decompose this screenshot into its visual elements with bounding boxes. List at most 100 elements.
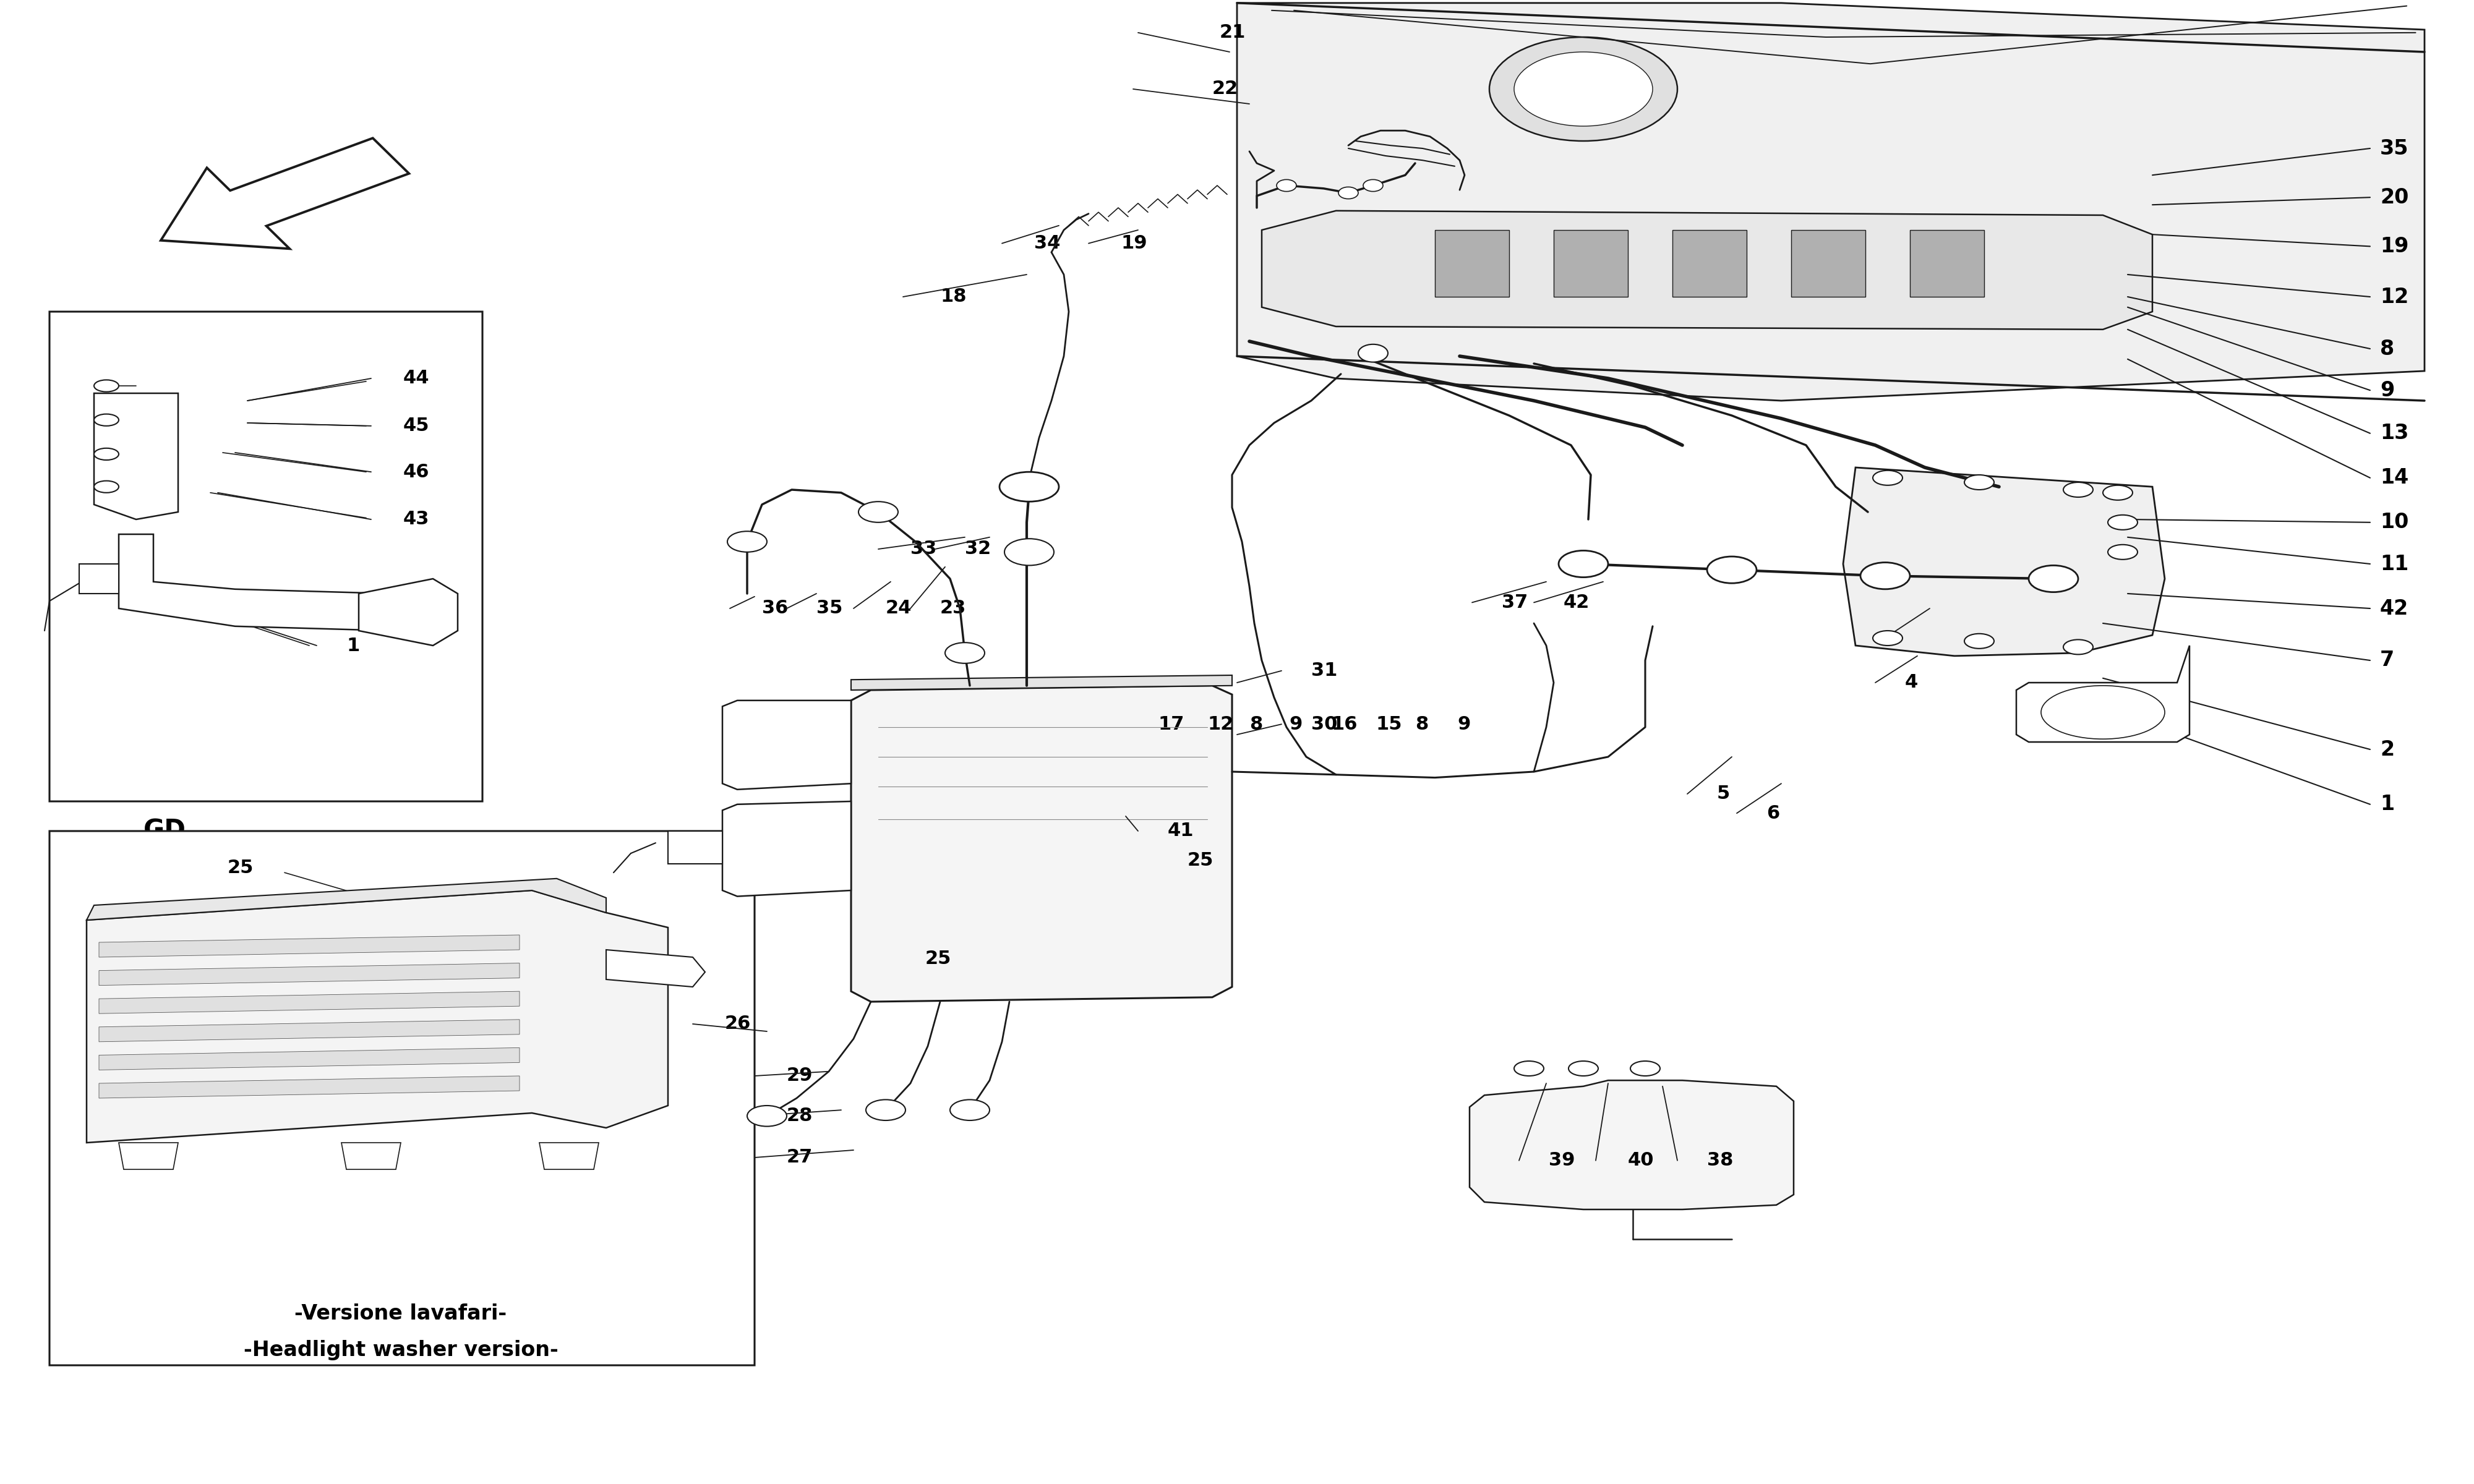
Text: 25: 25 [1188, 852, 1215, 870]
Ellipse shape [999, 472, 1059, 502]
Text: 8: 8 [1249, 715, 1262, 733]
Text: 14: 14 [2380, 467, 2410, 488]
Text: 8: 8 [1415, 715, 1427, 733]
Ellipse shape [2063, 482, 2093, 497]
Text: 2: 2 [2380, 739, 2395, 760]
Text: 12: 12 [2380, 286, 2410, 307]
Text: 42: 42 [2380, 598, 2410, 619]
Polygon shape [851, 686, 1232, 1002]
Text: 37: 37 [1502, 594, 1529, 611]
Ellipse shape [950, 1100, 990, 1120]
Ellipse shape [1363, 180, 1383, 191]
Polygon shape [79, 564, 119, 594]
Ellipse shape [2103, 485, 2133, 500]
Text: 25: 25 [925, 950, 952, 968]
Text: 46: 46 [403, 463, 430, 481]
Text: 38: 38 [1707, 1152, 1734, 1169]
Text: 12: 12 [1207, 715, 1235, 733]
Ellipse shape [1514, 1061, 1544, 1076]
Text: 5: 5 [1717, 785, 1729, 803]
Ellipse shape [1630, 1061, 1660, 1076]
Ellipse shape [727, 531, 767, 552]
Polygon shape [2016, 646, 2189, 742]
FancyBboxPatch shape [49, 312, 482, 801]
Text: 19: 19 [1121, 234, 1148, 252]
Text: 11: 11 [2380, 554, 2410, 574]
Text: 29: 29 [787, 1067, 814, 1085]
Text: 24: 24 [886, 600, 913, 617]
Ellipse shape [1004, 539, 1054, 565]
Ellipse shape [1277, 180, 1296, 191]
Ellipse shape [2041, 686, 2165, 739]
Text: 9: 9 [2380, 380, 2395, 401]
Polygon shape [359, 579, 458, 646]
Polygon shape [1791, 230, 1865, 297]
Text: 39: 39 [1549, 1152, 1576, 1169]
Text: 35: 35 [2380, 138, 2410, 159]
Ellipse shape [1707, 556, 1757, 583]
Polygon shape [1672, 230, 1747, 297]
Text: 9: 9 [1457, 715, 1470, 733]
Text: 32: 32 [965, 540, 992, 558]
Text: 15: 15 [1376, 715, 1403, 733]
Polygon shape [87, 890, 668, 1143]
Text: 6: 6 [1766, 804, 1779, 822]
Text: 25: 25 [228, 859, 255, 877]
Ellipse shape [1964, 475, 1994, 490]
Text: 17: 17 [1158, 715, 1185, 733]
Text: 36: 36 [762, 600, 789, 617]
Ellipse shape [94, 414, 119, 426]
Text: 42: 42 [1564, 594, 1591, 611]
Text: 20: 20 [2380, 187, 2410, 208]
Text: -Headlight washer version-: -Headlight washer version- [242, 1340, 559, 1361]
Text: 13: 13 [2380, 423, 2410, 444]
Ellipse shape [1514, 52, 1653, 126]
Text: -Versione lavafari-: -Versione lavafari- [294, 1303, 507, 1324]
Polygon shape [668, 831, 722, 864]
Ellipse shape [1338, 187, 1358, 199]
Text: 35: 35 [816, 600, 844, 617]
Polygon shape [119, 1143, 178, 1169]
Ellipse shape [2108, 545, 2138, 559]
Ellipse shape [1489, 37, 1677, 141]
Text: 9: 9 [1289, 715, 1301, 733]
Polygon shape [1470, 1080, 1794, 1209]
Ellipse shape [2108, 515, 2138, 530]
Polygon shape [161, 138, 408, 249]
Polygon shape [1910, 230, 1984, 297]
Text: 22: 22 [1212, 80, 1239, 98]
Ellipse shape [866, 1100, 905, 1120]
Ellipse shape [94, 448, 119, 460]
Polygon shape [99, 1048, 520, 1070]
Text: 43: 43 [403, 510, 430, 528]
Ellipse shape [858, 502, 898, 522]
Polygon shape [99, 1020, 520, 1042]
Text: 18: 18 [940, 288, 967, 306]
Polygon shape [851, 675, 1232, 690]
Text: 10: 10 [2380, 512, 2410, 533]
Text: 8: 8 [2380, 338, 2395, 359]
Polygon shape [606, 950, 705, 987]
Text: 30: 30 [1311, 715, 1338, 733]
Text: 40: 40 [1628, 1152, 1655, 1169]
Text: 34: 34 [1034, 234, 1061, 252]
Text: 4: 4 [1905, 674, 1917, 692]
Ellipse shape [1964, 634, 1994, 649]
Ellipse shape [1559, 551, 1608, 577]
Polygon shape [99, 963, 520, 985]
Polygon shape [1237, 3, 2425, 401]
Text: 28: 28 [787, 1107, 814, 1125]
Text: GD: GD [143, 818, 186, 844]
Ellipse shape [1873, 631, 1903, 646]
Polygon shape [539, 1143, 599, 1169]
Text: 1: 1 [2380, 794, 2395, 815]
Polygon shape [341, 1143, 401, 1169]
Ellipse shape [1569, 1061, 1598, 1076]
Polygon shape [1435, 230, 1509, 297]
Text: 45: 45 [403, 417, 430, 435]
Text: 44: 44 [403, 370, 430, 387]
Polygon shape [87, 879, 606, 920]
Text: 16: 16 [1331, 715, 1358, 733]
Ellipse shape [1358, 344, 1388, 362]
Ellipse shape [94, 380, 119, 392]
